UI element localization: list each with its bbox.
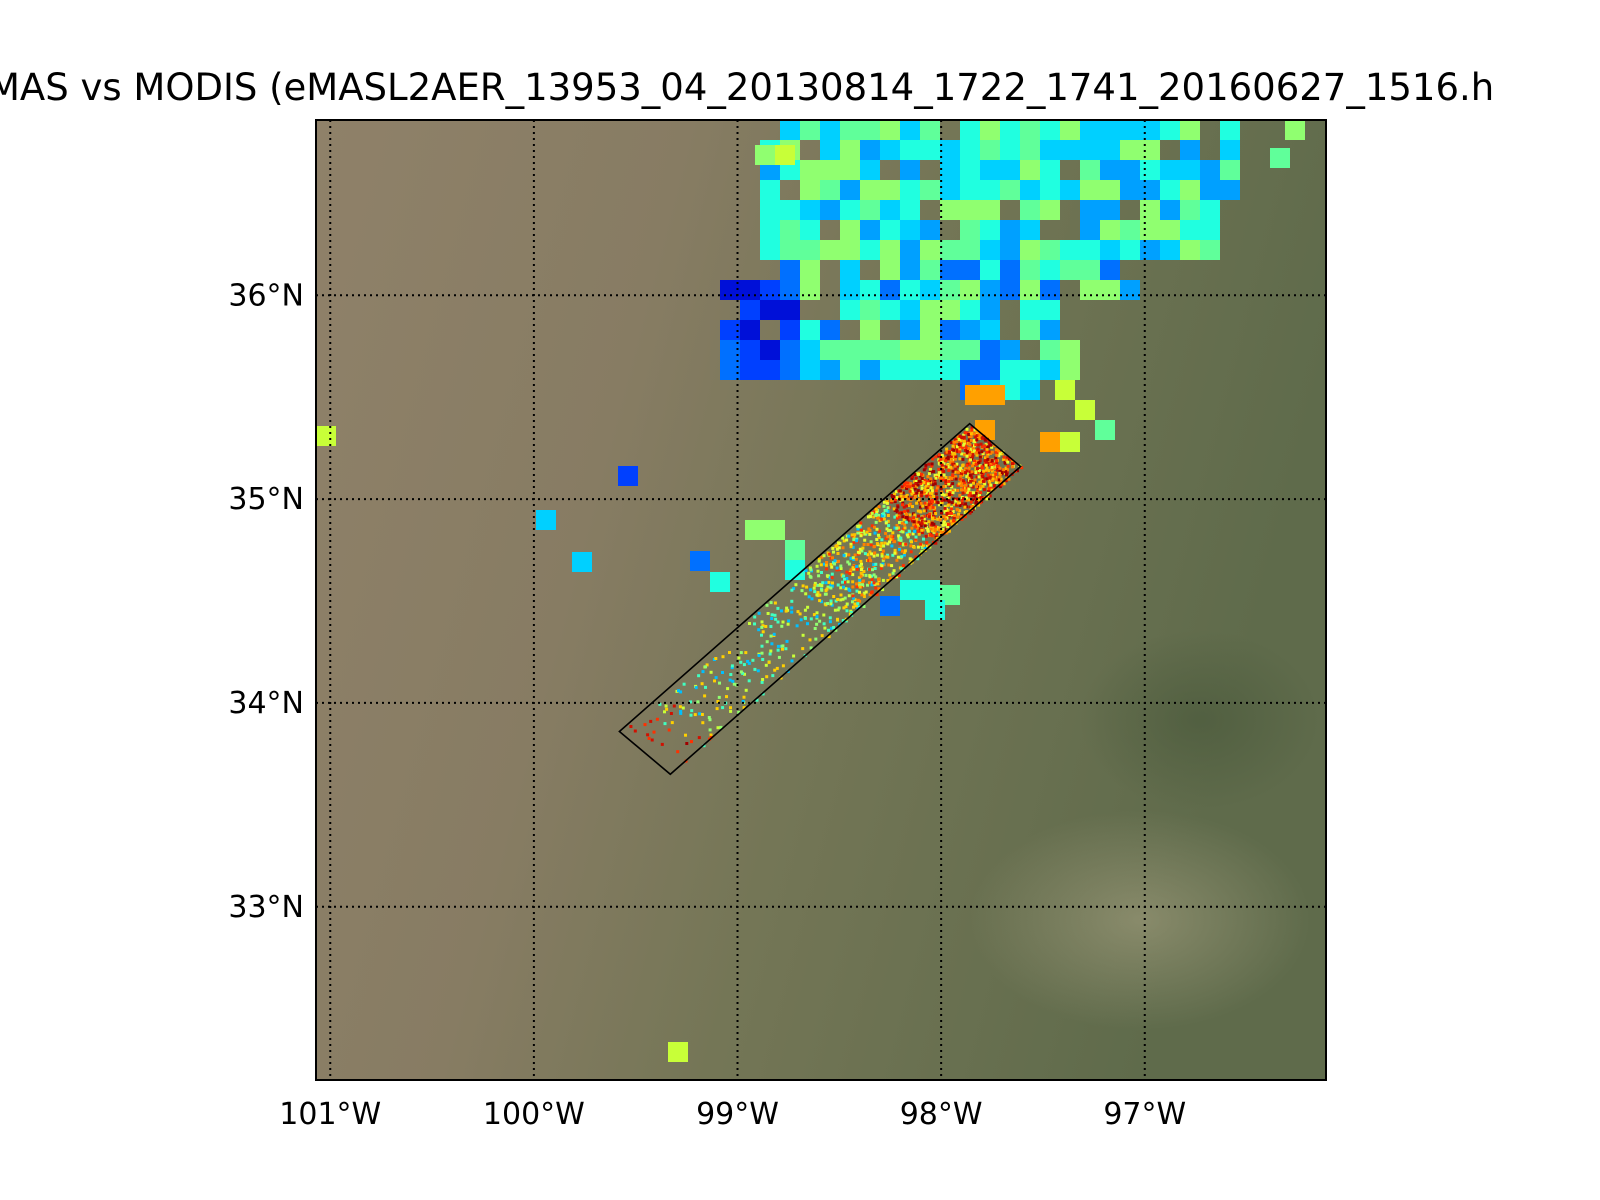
- lon-tick-label: 99°W: [696, 1097, 779, 1132]
- flight-swath-outline: [618, 422, 1022, 776]
- lat-tick-label: 33°N: [228, 890, 304, 925]
- basemap-haze: [970, 810, 1310, 1030]
- lon-tick-label: 100°W: [483, 1097, 585, 1132]
- lon-tick-label: 97°W: [1103, 1097, 1186, 1132]
- lat-tick-label: 36°N: [228, 278, 304, 313]
- lat-tick-label: 35°N: [228, 482, 304, 517]
- lon-tick-label: 98°W: [900, 1097, 983, 1132]
- lat-tick-label: 34°N: [228, 686, 304, 721]
- graticule: [316, 120, 1326, 1080]
- modis-aod-pixels: [316, 120, 1305, 1062]
- figure-title: MAS vs MODIS (eMASL2AER_13953_04_2013081…: [0, 66, 1495, 109]
- map-axes-frame: [315, 119, 1327, 1081]
- lon-tick-label: 101°W: [279, 1097, 381, 1132]
- basemap-dark-patch: [1080, 630, 1320, 810]
